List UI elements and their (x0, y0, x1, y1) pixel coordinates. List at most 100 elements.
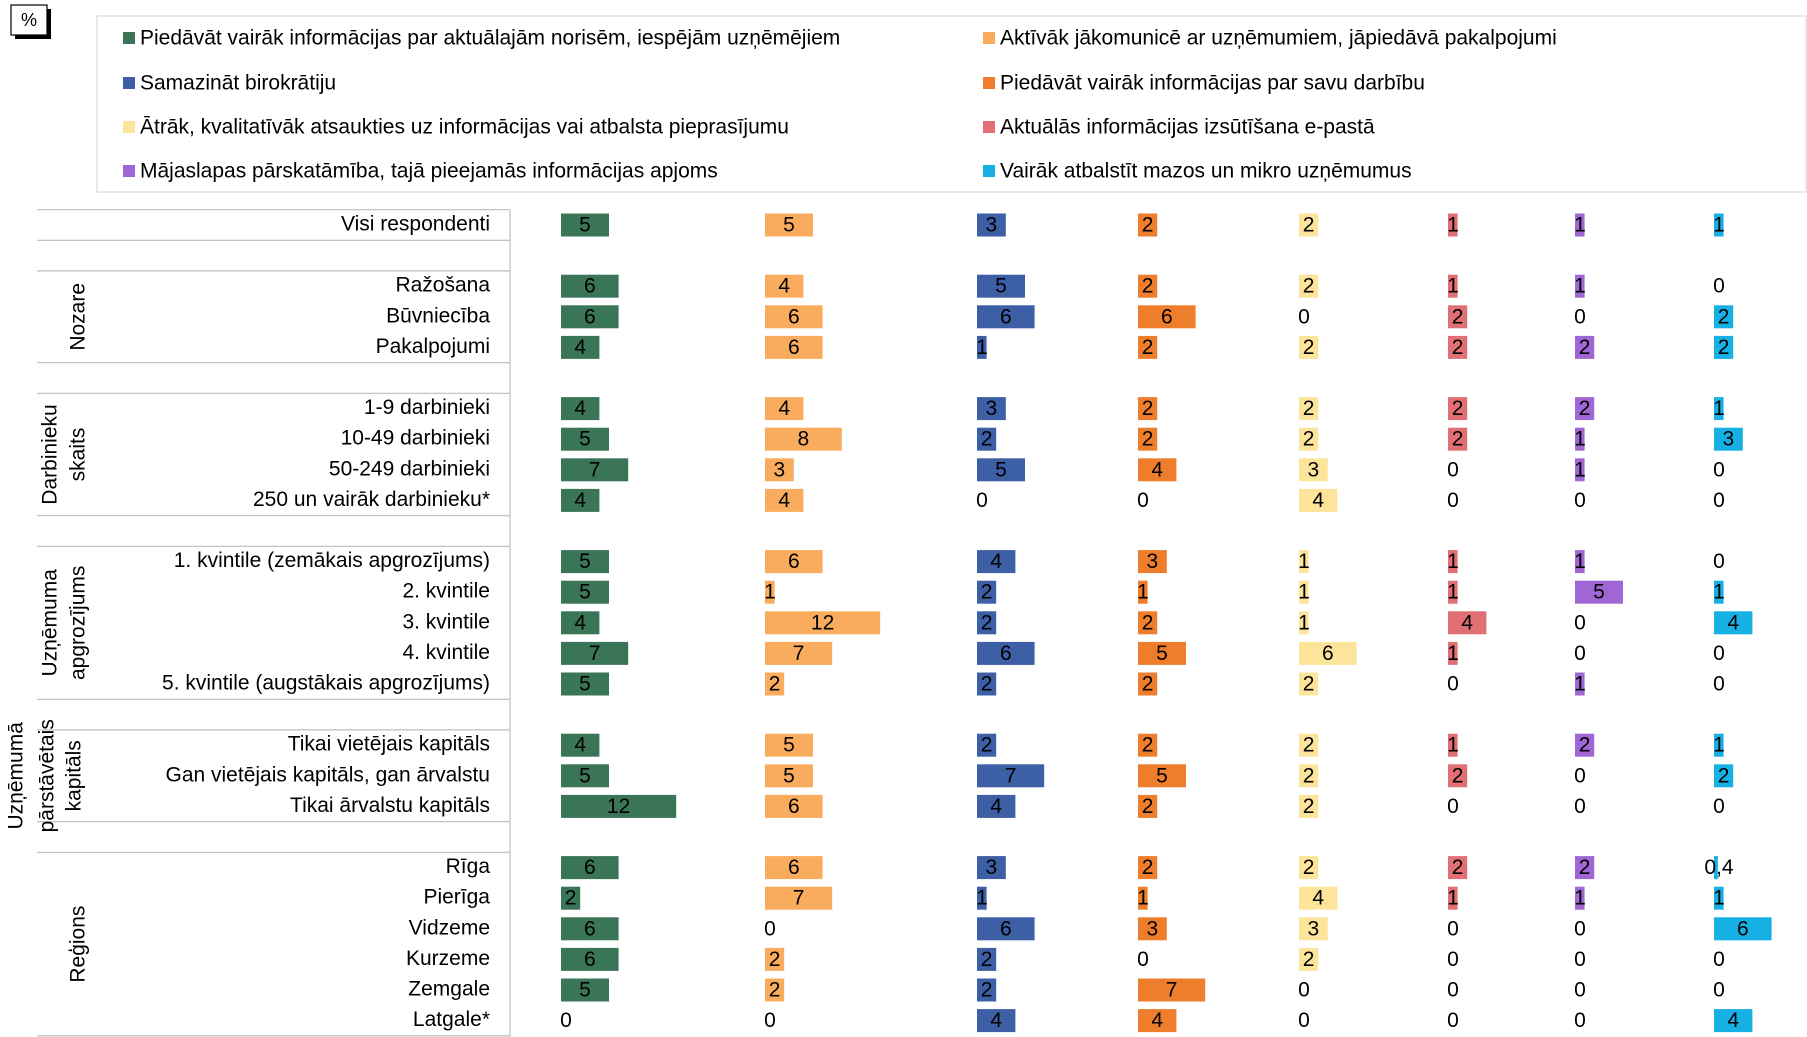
value-label: 2 (769, 979, 781, 1002)
row-label: Pierīga (423, 886, 490, 909)
bar (765, 458, 794, 482)
value-label: 1 (1574, 458, 1586, 481)
group-label: Uzņēmuma (39, 569, 62, 677)
value-label: 7 (793, 887, 805, 910)
value-label: 2 (1142, 795, 1154, 818)
bar (977, 978, 997, 1002)
group-label: kapitāls (63, 740, 86, 811)
row-label: Ražošana (395, 274, 490, 297)
value-label: 0 (1713, 948, 1725, 971)
bar (1714, 856, 1718, 880)
value-label: 1 (1298, 550, 1310, 573)
bar (561, 856, 619, 880)
bar (1299, 488, 1338, 512)
value-label: 4 (1151, 1009, 1163, 1032)
value-label: 2 (1142, 734, 1154, 757)
value-label: 0 (1447, 917, 1459, 940)
value-label: 2 (769, 673, 781, 696)
value-label: 4 (574, 336, 586, 359)
bar (765, 397, 804, 421)
unit-label: % (21, 10, 37, 30)
value-label: 1 (1447, 581, 1459, 604)
bar (1299, 733, 1319, 757)
legend-swatch (983, 121, 995, 133)
value-label: 2 (769, 948, 781, 971)
row-label: Pakalpojumi (376, 335, 490, 358)
bar (1714, 427, 1743, 451)
value-label: 0 (1713, 489, 1725, 512)
value-label: 4 (990, 550, 1002, 573)
bar (1299, 641, 1357, 665)
row-label: Zemgale (408, 978, 490, 1001)
value-label: 7 (1166, 979, 1178, 1002)
bar (977, 427, 997, 451)
row-label: 4. kvintile (402, 641, 490, 664)
value-label: 0 (1447, 458, 1459, 481)
bar (1299, 672, 1319, 696)
value-label: 2 (1142, 275, 1154, 298)
value-label: 0 (1574, 611, 1586, 634)
value-label: 2 (981, 734, 993, 757)
value-label: 0 (1574, 489, 1586, 512)
bar (765, 672, 785, 696)
value-label: 0 (1713, 458, 1725, 481)
value-label: 5 (1156, 764, 1168, 787)
bar (765, 580, 775, 604)
bar (1575, 856, 1595, 880)
value-label: 1 (1574, 550, 1586, 573)
row-label: Gan vietējais kapitāls, gan ārvalstu (165, 763, 490, 786)
bar (561, 672, 609, 696)
bar (1575, 274, 1585, 298)
legend-swatch (123, 165, 135, 177)
value-label: 0 (1713, 979, 1725, 1002)
bar (561, 305, 619, 329)
value-label: 5 (579, 581, 591, 604)
value-label: 12 (607, 795, 630, 818)
value-label: 2 (1303, 948, 1315, 971)
bar (977, 305, 1035, 329)
value-label: 3 (986, 214, 998, 237)
bar (1299, 397, 1319, 421)
bar (1714, 733, 1724, 757)
value-label: 1 (1137, 581, 1149, 604)
value-label: 2 (1142, 611, 1154, 634)
bar (1138, 305, 1196, 329)
value-label: 2 (981, 673, 993, 696)
value-label: 2 (1303, 764, 1315, 787)
bar (1299, 274, 1319, 298)
value-label: 4 (1312, 489, 1324, 512)
bar (1299, 886, 1338, 910)
value-label: 6 (1737, 917, 1749, 940)
bar (1714, 611, 1753, 635)
value-label: 2 (1452, 856, 1464, 879)
value-label: 0 (1574, 1009, 1586, 1032)
bar (1138, 794, 1158, 818)
legend-label: Aktīvāk jākomunicē ar uzņēmumiem, jāpied… (1000, 27, 1557, 50)
value-label: 0 (1713, 550, 1725, 573)
value-label: 4 (1151, 458, 1163, 481)
value-label: 5 (783, 764, 795, 787)
row-label: Rīga (446, 855, 491, 878)
value-label: 5 (1593, 581, 1605, 604)
value-label: 4 (1727, 1009, 1739, 1032)
bar (1714, 764, 1734, 788)
value-label: 6 (1322, 642, 1334, 665)
bar (1138, 917, 1167, 941)
value-label: 2 (1303, 336, 1315, 359)
value-label: 1 (1574, 673, 1586, 696)
bar (561, 611, 600, 635)
legend-swatch (123, 32, 135, 44)
value-label: 2 (1303, 397, 1315, 420)
bar (1714, 1009, 1753, 1033)
group-label: Reģions (67, 906, 90, 983)
bar (765, 856, 823, 880)
bar (1714, 917, 1772, 941)
value-label: 2 (1452, 397, 1464, 420)
bar (561, 213, 609, 237)
bar (977, 794, 1016, 818)
value-label: 2 (1579, 397, 1591, 420)
value-label: 0 (1137, 489, 1149, 512)
value-label: 0,4 (1704, 856, 1734, 879)
bar (1138, 1009, 1177, 1033)
row-label: 1-9 darbinieki (364, 396, 490, 419)
